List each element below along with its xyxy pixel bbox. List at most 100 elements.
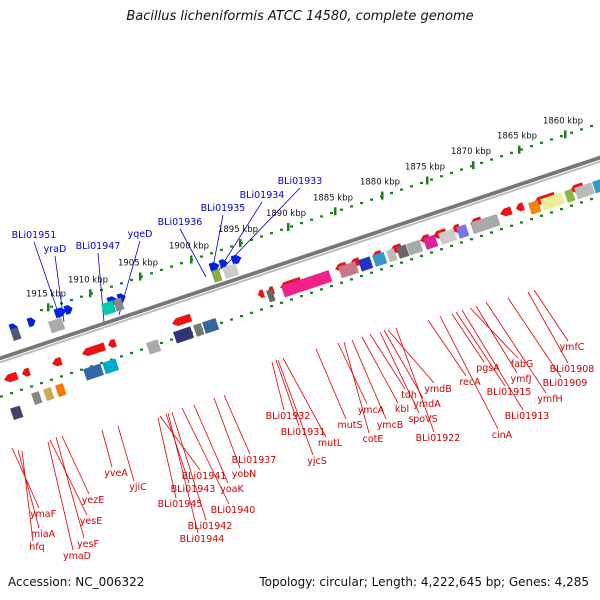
leader-line-reverse bbox=[223, 394, 251, 455]
leader-line-reverse bbox=[271, 361, 285, 411]
leader-line-reverse bbox=[379, 331, 420, 414]
gene-label-forward: BLi01933 bbox=[278, 176, 323, 187]
reverse-gene-arrow bbox=[52, 357, 63, 367]
leader-line-reverse bbox=[533, 289, 569, 342]
gene-label-reverse: BLi01915 bbox=[487, 387, 532, 398]
forward-cog-box bbox=[113, 297, 125, 312]
leader-line-reverse bbox=[181, 407, 230, 505]
forward-cog-box bbox=[10, 327, 22, 342]
reverse-gene-arrow bbox=[108, 338, 117, 348]
leader-line-reverse bbox=[17, 449, 40, 529]
leader-line-reverse bbox=[361, 336, 399, 404]
cog-color-box bbox=[386, 248, 398, 263]
cog-color-box bbox=[528, 200, 542, 215]
reverse-gene-arrow bbox=[172, 313, 193, 327]
cog-color-box bbox=[193, 322, 205, 337]
kbp-label: 1860 kbp bbox=[543, 116, 583, 126]
leader-line-reverse bbox=[101, 429, 113, 468]
major-tick bbox=[239, 239, 242, 248]
gene-label-reverse: spoVS bbox=[408, 414, 437, 425]
genome-backbone bbox=[0, 155, 600, 361]
leader-line-reverse bbox=[282, 357, 327, 438]
forward-gene-arrow bbox=[53, 307, 67, 319]
gene-label-reverse: yjiC bbox=[129, 482, 147, 493]
leader-line-reverse bbox=[21, 450, 34, 542]
gene-label-reverse: yezE bbox=[82, 495, 104, 506]
leader-line-reverse bbox=[383, 329, 424, 399]
gene-label-forward: yraD bbox=[44, 244, 67, 255]
cog-color-box bbox=[266, 289, 276, 303]
gene-label-reverse: yesE bbox=[80, 516, 102, 527]
accession-text: Accession: NC_006322 bbox=[8, 575, 145, 589]
gene-label-reverse: tdh bbox=[401, 390, 417, 401]
gene-label-reverse: ymaD bbox=[63, 551, 91, 562]
major-tick bbox=[426, 176, 429, 185]
gene-label-reverse: hfq bbox=[29, 542, 44, 553]
kbp-label: 1875 kbp bbox=[405, 163, 445, 173]
leader-line-reverse bbox=[485, 301, 547, 394]
forward-gene-arrow bbox=[63, 304, 73, 315]
forward-cog-box bbox=[222, 263, 240, 280]
major-tick bbox=[518, 145, 521, 154]
leader-line-reverse bbox=[395, 327, 435, 433]
gene-label-reverse: yjcS bbox=[307, 456, 327, 467]
cog-color-box bbox=[540, 192, 565, 211]
gene-label-forward: BLi01935 bbox=[201, 203, 246, 214]
leader-line-reverse bbox=[165, 413, 190, 484]
leader-line-forward bbox=[118, 240, 141, 316]
leader-line-reverse bbox=[49, 439, 88, 516]
leader-line-forward bbox=[179, 228, 207, 278]
cog-color-box bbox=[438, 228, 458, 245]
leader-line-reverse bbox=[157, 417, 177, 499]
reverse-gene-arrow bbox=[22, 367, 31, 377]
cog-color-box bbox=[470, 213, 501, 235]
map-title: Bacillus licheniformis ATCC 14580, compl… bbox=[126, 9, 474, 24]
forward-cog-box bbox=[211, 268, 223, 283]
gene-label-reverse: yobN bbox=[232, 469, 257, 480]
reverse-gene-arrow bbox=[500, 206, 513, 217]
forward-cog-box bbox=[101, 300, 117, 316]
gene-label-forward: BLi01951 bbox=[12, 230, 57, 241]
kbp-label: 1895 kbp bbox=[218, 225, 258, 235]
gene-label-reverse: BLi01945 bbox=[158, 499, 203, 510]
gene-label-reverse: BLi01943 bbox=[171, 484, 216, 495]
leader-line-reverse bbox=[277, 359, 314, 456]
kbp-label: 1905 kbp bbox=[118, 259, 158, 269]
forward-gene-arrow bbox=[230, 254, 242, 266]
leader-line-reverse bbox=[213, 397, 241, 469]
kbp-label: 1915 kbp bbox=[26, 289, 66, 299]
gene-label-reverse: ymdB bbox=[424, 384, 451, 395]
leader-line-reverse bbox=[527, 291, 569, 364]
leader-line-reverse bbox=[475, 305, 518, 374]
kbp-label: 1880 kbp bbox=[360, 178, 400, 188]
gene-label-reverse: mutL bbox=[318, 438, 343, 449]
gene-label-reverse: pgsA bbox=[476, 363, 500, 374]
major-tick bbox=[381, 191, 384, 200]
major-tick bbox=[287, 223, 290, 232]
leader-line-reverse bbox=[507, 297, 562, 378]
tick-row-lower bbox=[0, 197, 593, 398]
cog-color-box bbox=[10, 405, 24, 421]
leader-line-reverse bbox=[61, 435, 90, 495]
major-tick bbox=[564, 130, 567, 139]
cog-color-box bbox=[592, 178, 600, 194]
gene-label-reverse: ymdA bbox=[413, 399, 441, 410]
forward-gene-arrow bbox=[218, 259, 228, 270]
gene-label-reverse: cotE bbox=[363, 434, 384, 445]
cog-color-box bbox=[102, 358, 120, 375]
cog-color-box bbox=[372, 251, 388, 267]
gene-label-reverse: ymfH bbox=[537, 394, 562, 405]
leader-line-reverse bbox=[387, 329, 435, 384]
gene-label-reverse: yveA bbox=[104, 468, 128, 479]
gene-label-reverse: BLi01942 bbox=[188, 521, 233, 532]
leader-line-reverse bbox=[159, 415, 201, 471]
gene-label-reverse: cinA bbox=[492, 430, 513, 441]
major-tick bbox=[334, 207, 337, 216]
leader-line-reverse bbox=[275, 359, 300, 427]
gene-label-reverse: BLi01932 bbox=[266, 411, 311, 422]
leader-line-reverse bbox=[315, 348, 347, 420]
cog-color-box bbox=[146, 339, 162, 355]
kbp-label: 1865 kbp bbox=[497, 132, 537, 142]
